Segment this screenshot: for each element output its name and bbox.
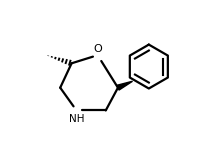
Text: O: O (93, 44, 102, 54)
Text: NH: NH (69, 114, 84, 124)
Polygon shape (117, 81, 133, 90)
